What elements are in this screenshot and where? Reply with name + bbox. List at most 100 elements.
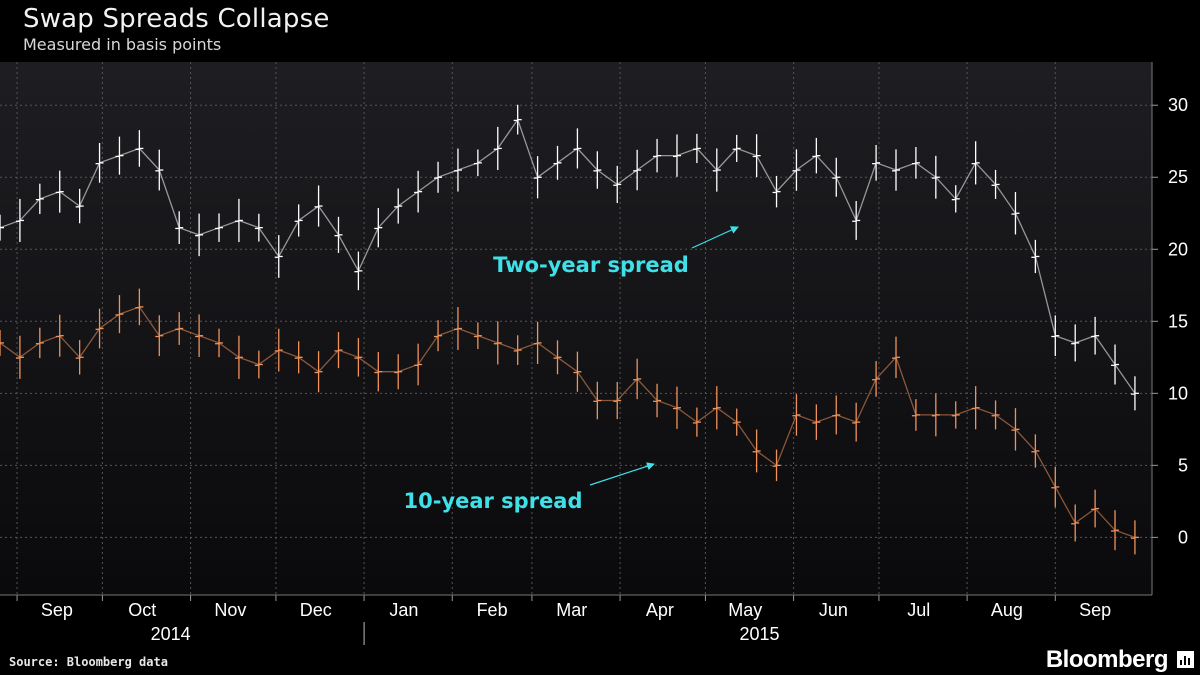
data-point-two_year-2015-04-07 bbox=[633, 149, 642, 191]
data-point-ten_year-2015-08-18 bbox=[1011, 408, 1020, 451]
data-point-two_year-2015-06-16 bbox=[832, 157, 841, 197]
x-tick-label-aug-11: Aug bbox=[991, 600, 1023, 620]
y-tick-labels: 0 5 10 15 20 25 30 bbox=[1152, 95, 1188, 547]
data-point-two_year-2015-08-11 bbox=[991, 169, 1000, 199]
y-tick-label-25: 25 bbox=[1168, 167, 1188, 187]
data-point-ten_year-2015-01-27 bbox=[434, 320, 443, 352]
data-point-ten_year-2014-09-16 bbox=[55, 314, 64, 357]
chart-footer: Source: Bloomberg data Bloomberg bbox=[0, 645, 1200, 675]
data-point-two_year-2014-09-16 bbox=[55, 170, 64, 213]
data-point-two_year-2014-09-09 bbox=[35, 183, 44, 215]
x-tick-label-oct-1: Oct bbox=[128, 600, 156, 620]
year-label-2014: 2014 bbox=[151, 624, 191, 644]
data-point-two_year-2015-09-15 bbox=[1091, 316, 1100, 355]
data-point-two_year-2015-06-23 bbox=[852, 201, 861, 240]
data-point-two_year-2015-03-31 bbox=[613, 165, 622, 204]
data-point-ten_year-2015-05-19 bbox=[752, 429, 761, 473]
data-point-ten_year-2015-09-15 bbox=[1091, 489, 1100, 528]
data-point-two_year-2015-07-07 bbox=[892, 149, 900, 191]
series-two_year bbox=[0, 104, 1139, 411]
data-point-two_year-2014-12-30 bbox=[354, 251, 363, 291]
data-point-ten_year-2015-06-23 bbox=[852, 402, 861, 442]
swap-spreads-chart: 0 5 10 15 20 25 30 Sep Oct Nov Dec Jan Feb Mar Apr May… bbox=[0, 62, 1188, 645]
x-tick-label-apr-7: Apr bbox=[646, 600, 674, 620]
chart-title: Swap Spreads Collapse bbox=[23, 4, 330, 34]
data-point-ten_year-2014-12-30 bbox=[354, 338, 363, 377]
data-point-ten_year-2015-07-21 bbox=[931, 393, 940, 437]
data-point-two_year-2015-05-19 bbox=[752, 134, 761, 178]
data-point-two_year-2015-09-29 bbox=[1130, 376, 1139, 411]
series-ten_year bbox=[0, 288, 1139, 555]
data-point-two_year-2014-08-26 bbox=[0, 214, 4, 241]
data-point-two_year-2014-09-02 bbox=[15, 198, 24, 242]
data-point-ten_year-2014-10-28 bbox=[175, 312, 184, 345]
data-point-two_year-2015-01-13 bbox=[394, 188, 403, 224]
source-note: Source: Bloomberg data bbox=[9, 655, 168, 669]
data-point-ten_year-2015-05-12 bbox=[732, 408, 741, 436]
data-point-two_year-2015-02-17 bbox=[493, 126, 502, 171]
data-point-two_year-2014-12-16 bbox=[314, 185, 323, 227]
data-point-two_year-2015-03-17 bbox=[573, 128, 582, 169]
data-point-ten_year-2014-11-25 bbox=[254, 350, 263, 379]
data-point-ten_year-2014-11-04 bbox=[195, 314, 204, 357]
data-point-ten_year-2014-10-07 bbox=[115, 295, 124, 334]
data-point-ten_year-2014-09-30 bbox=[95, 308, 104, 349]
data-point-ten_year-2015-02-24 bbox=[513, 335, 522, 365]
data-point-two_year-2015-05-12 bbox=[732, 134, 741, 162]
data-point-ten_year-2015-09-29 bbox=[1130, 520, 1139, 555]
data-point-ten_year-2015-03-17 bbox=[573, 351, 582, 392]
data-point-ten_year-2014-09-23 bbox=[75, 340, 84, 375]
data-point-two_year-2015-04-21 bbox=[672, 134, 681, 177]
x-tick-label-may-8: May bbox=[728, 600, 762, 620]
y-tick-label-15: 15 bbox=[1168, 311, 1188, 331]
plot-area bbox=[0, 62, 1152, 595]
data-point-two_year-2015-06-09 bbox=[812, 137, 821, 174]
data-point-two_year-2015-08-25 bbox=[1031, 239, 1040, 274]
data-point-ten_year-2015-04-14 bbox=[653, 383, 662, 418]
year-label-2015: 2015 bbox=[739, 624, 779, 644]
data-point-two_year-2014-11-18 bbox=[234, 198, 243, 243]
data-point-two_year-2014-09-23 bbox=[75, 188, 84, 224]
data-point-ten_year-2015-07-07 bbox=[892, 336, 900, 378]
brand-logo-text: Bloomberg bbox=[1045, 646, 1169, 673]
data-point-ten_year-2015-03-10 bbox=[553, 340, 562, 375]
data-point-two_year-2014-12-23 bbox=[334, 216, 343, 253]
two-year-annotation-label: Two-year spread bbox=[493, 253, 689, 277]
bar-chart-icon bbox=[1177, 651, 1194, 668]
data-point-two_year-2014-10-07 bbox=[115, 136, 124, 175]
data-point-ten_year-2015-02-10 bbox=[473, 322, 482, 350]
data-point-two_year-2015-09-08 bbox=[1071, 324, 1080, 362]
data-point-two_year-2015-01-06 bbox=[374, 208, 383, 248]
data-point-ten_year-2015-03-03 bbox=[533, 321, 542, 364]
data-point-ten_year-2015-09-22 bbox=[1111, 510, 1120, 551]
y-tick-label-10: 10 bbox=[1168, 383, 1188, 403]
data-point-two_year-2015-01-20 bbox=[414, 170, 423, 213]
data-point-ten_year-2015-08-11 bbox=[991, 400, 1000, 430]
y-tick-label-0: 0 bbox=[1178, 527, 1188, 547]
data-point-ten_year-2015-01-06 bbox=[374, 352, 383, 392]
data-point-ten_year-2015-02-17 bbox=[493, 321, 502, 365]
data-point-ten_year-2015-04-07 bbox=[633, 358, 642, 400]
data-point-ten_year-2015-03-31 bbox=[613, 381, 622, 420]
series-layer bbox=[0, 104, 1139, 555]
data-point-two_year-2015-08-04 bbox=[971, 141, 980, 185]
data-point-ten_year-2015-04-28 bbox=[692, 407, 701, 437]
x-tick-label-jun-9: Jun bbox=[819, 600, 848, 620]
data-point-ten_year-2014-08-26 bbox=[0, 329, 4, 356]
data-point-ten_year-2014-12-16 bbox=[314, 351, 323, 393]
data-point-ten_year-2015-06-09 bbox=[812, 404, 821, 440]
data-point-ten_year-2015-05-05 bbox=[712, 386, 721, 430]
data-point-two_year-2014-12-09 bbox=[294, 204, 303, 237]
data-point-two_year-2014-10-28 bbox=[175, 211, 184, 245]
data-point-ten_year-2015-07-28 bbox=[951, 401, 960, 429]
data-point-ten_year-2015-08-25 bbox=[1031, 434, 1040, 468]
data-point-ten_year-2014-12-23 bbox=[334, 332, 343, 369]
data-point-two_year-2015-07-14 bbox=[911, 146, 920, 179]
data-point-two_year-2014-11-25 bbox=[254, 213, 263, 242]
data-point-ten_year-2014-11-11 bbox=[215, 328, 224, 358]
ten-year-annotation-arrow bbox=[589, 462, 655, 486]
data-point-two_year-2015-09-01 bbox=[1051, 315, 1060, 356]
data-point-ten_year-2014-12-09 bbox=[294, 341, 303, 374]
data-point-ten_year-2015-01-20 bbox=[414, 343, 423, 386]
y-tick-label-30: 30 bbox=[1168, 95, 1188, 115]
